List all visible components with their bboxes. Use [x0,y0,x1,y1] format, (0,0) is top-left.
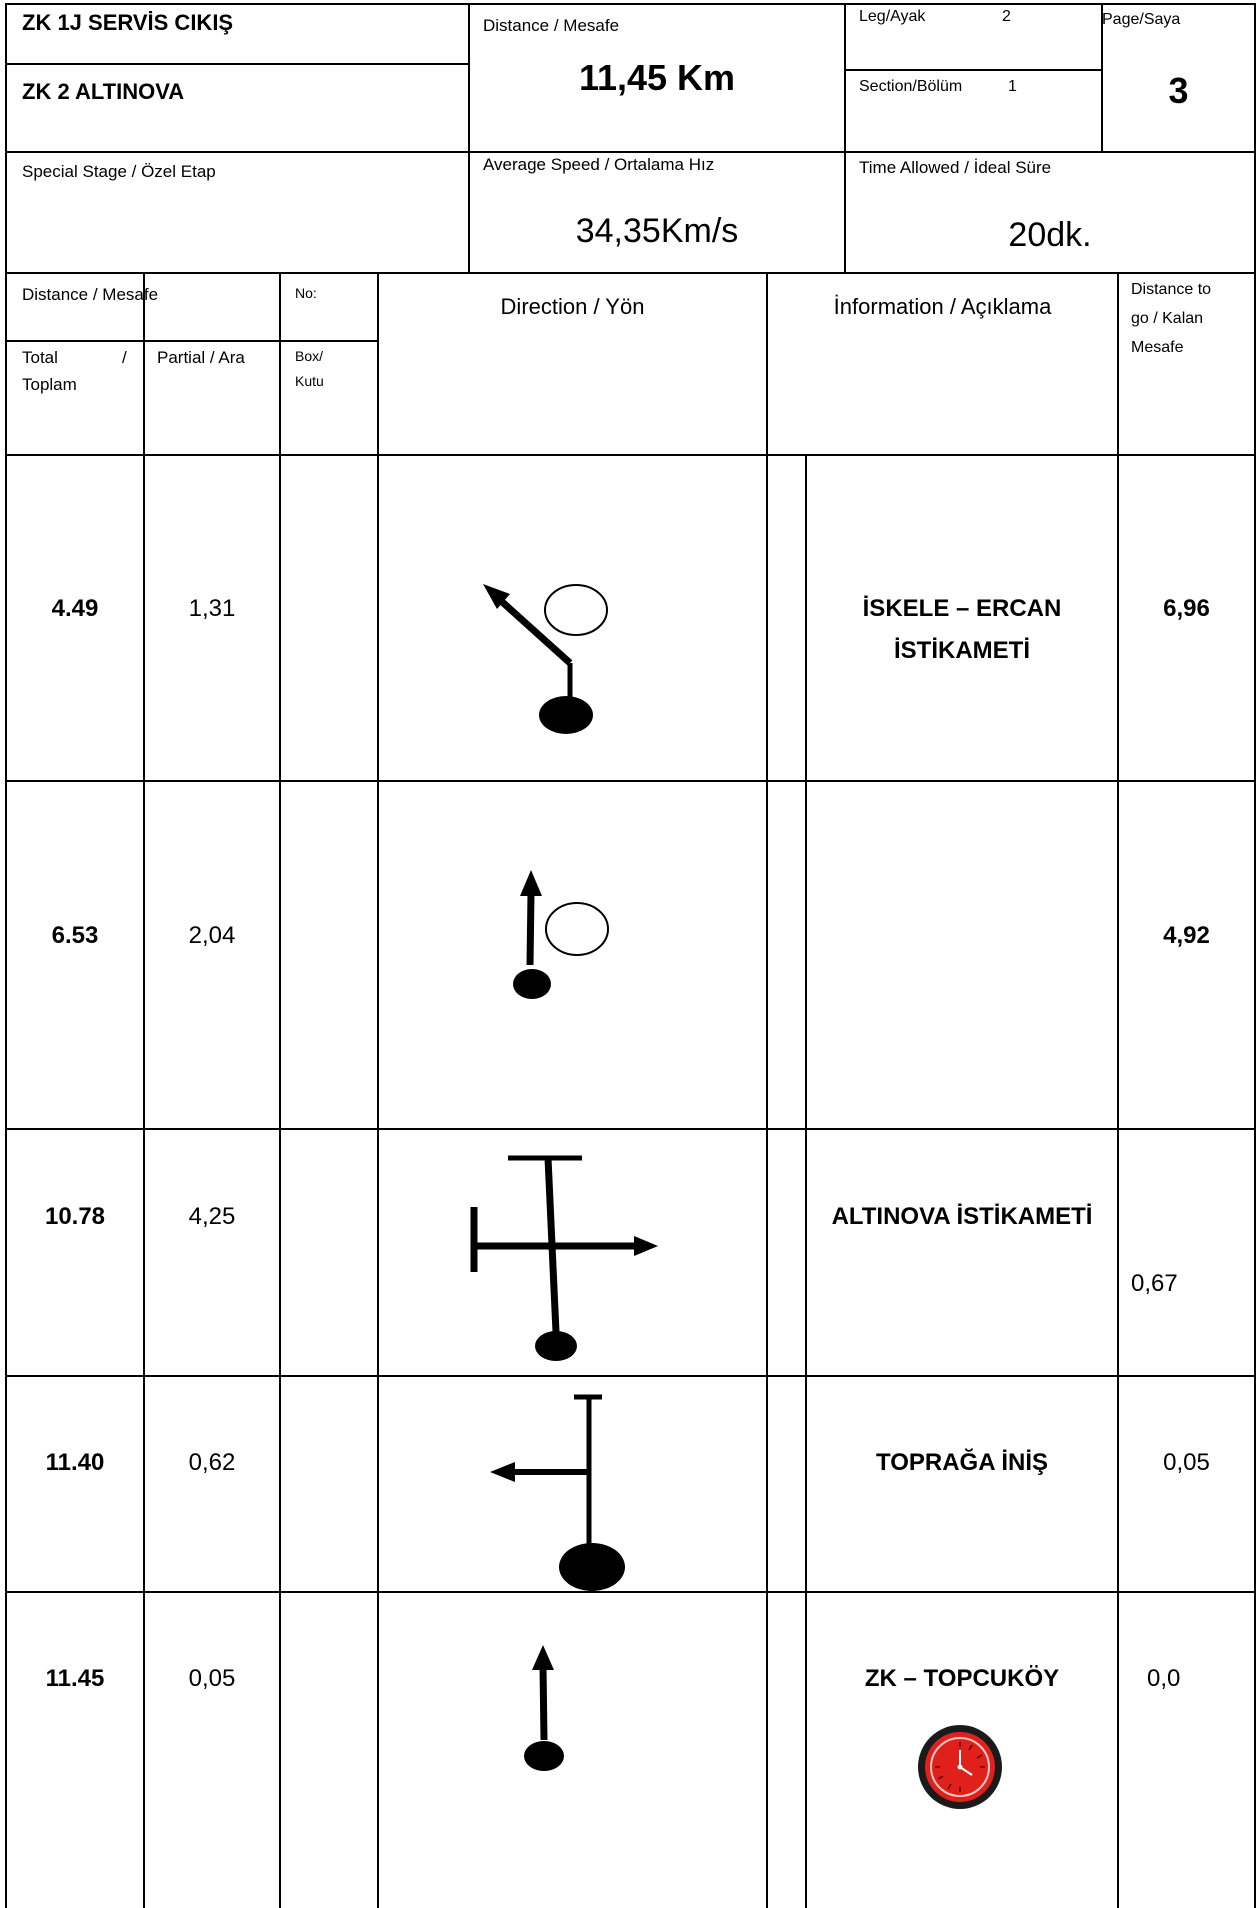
partial-distance: 1,31 [188,595,236,622]
total-distance: 4.49 [51,595,99,622]
distance-to-go: 6,96 [1163,595,1210,622]
special-stage-label: Special Stage / Özel Etap [22,162,216,181]
time-allowed-value: 20dk. [1008,216,1092,254]
distance-to-go: 4,92 [1163,922,1210,949]
distance-to-go: 0,67 [1131,1270,1178,1297]
section-value: 1 [1008,78,1017,95]
box-header: Box/ [295,348,324,364]
partial-distance: 2,04 [188,922,236,949]
to-go-header-3: Mesafe [1131,339,1184,356]
divider [5,454,1256,456]
total-distance: 11.40 [45,1449,105,1476]
row-divider [5,1128,1256,1130]
time-allowed-label: Time Allowed / İdeal Süre [859,158,1052,177]
page-value: 3 [1168,70,1189,111]
divider [5,151,1256,153]
distance-label: Distance / Mesafe [483,16,620,35]
total-header-tr: Toplam [22,375,77,394]
total-header: Total [22,348,58,367]
distance-to-go: 0,05 [1163,1449,1210,1476]
row-divider [5,780,1256,782]
distance-value: 11,45 Km [578,57,736,98]
col-divider [279,272,281,1908]
start-control: ZK 1J SERVİS CIKIŞ [22,10,234,35]
border-top [5,3,1256,5]
to-go-header-1: Distance to [1131,281,1212,298]
partial-distance: 4,25 [188,1203,236,1230]
col-divider [377,272,379,1908]
total-distance: 11.45 [45,1665,105,1692]
divider [5,340,378,342]
direction-header: Direction / Yön [500,294,645,319]
col-divider [805,455,807,1908]
divider [844,69,1103,71]
row-divider [5,1591,1256,1593]
row-divider [5,1375,1256,1377]
instruction-text: ALTINOVA İSTİKAMETİ [831,1203,1093,1230]
instruction-text: TOPRAĞA İNİŞ [875,1449,1049,1476]
leg-value: 2 [1002,8,1011,25]
partial-distance: 0,05 [188,1665,236,1692]
col-divider [143,272,145,1908]
total-distance: 6.53 [51,922,99,949]
border-right [1254,3,1256,1908]
distance-group-header: Distance / Mesafe [22,285,159,304]
divider [1101,3,1103,152]
avg-speed-label: Average Speed / Ortalama Hız [483,155,715,174]
no-header: No: [295,285,317,301]
to-go-header-2: go / Kalan [1131,310,1204,327]
distance-to-go: 0,0 [1147,1665,1181,1692]
box-header-tr: Kutu [295,373,324,389]
information-header: İnformation / Açıklama [833,294,1052,319]
instruction-text: İSKELE – ERCAN [862,595,1062,622]
col-divider [1117,272,1119,1908]
instruction-text: İSTİKAMETİ [894,637,1030,664]
divider [5,272,1256,274]
instruction-text: ZK – TOPCUKÖY [864,1665,1060,1692]
border-left [5,3,7,1908]
divider [468,3,470,273]
partial-header: Partial / Ara [157,348,245,367]
divider [844,3,846,273]
end-control: ZK 2 ALTINOVA [22,79,185,104]
total-distance: 10.78 [44,1203,106,1230]
page-label: Page/Saya [1102,11,1181,28]
leg-label: Leg/Ayak [859,8,926,25]
divider [5,63,470,65]
avg-speed-value: 34,35Km/s [575,212,739,250]
total-header-slash: / [122,348,127,367]
section-label: Section/Bölüm [859,78,963,95]
partial-distance: 0,62 [188,1449,236,1476]
col-divider [766,272,768,1908]
